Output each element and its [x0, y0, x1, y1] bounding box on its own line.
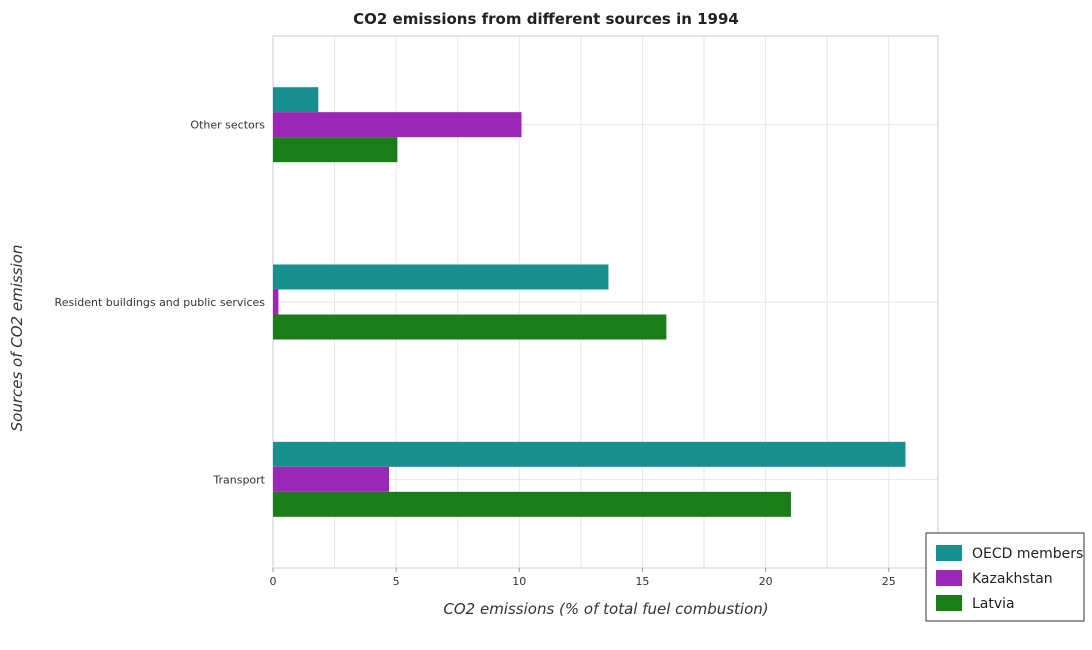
x-tick-label: 10 [512, 575, 526, 588]
x-tick-label: 5 [393, 575, 400, 588]
x-tick-label: 15 [635, 575, 649, 588]
bar-oecd-members-1 [273, 264, 609, 290]
x-axis-label: CO2 emissions (% of total fuel combustio… [443, 600, 768, 618]
bar-latvia-2 [273, 491, 791, 517]
bar-latvia-1 [273, 314, 667, 340]
y-tick-label: Transport [212, 473, 265, 486]
legend-label: Kazakhstan [972, 571, 1053, 587]
legend-swatch [936, 595, 962, 611]
legend-label: OECD members [972, 546, 1083, 562]
plot-area: Other sectors Resident buildings and publ… [55, 35, 939, 588]
bar-oecd-members-0 [273, 87, 319, 113]
y-axis-label: Sources of CO2 emission [8, 245, 26, 432]
bar-kazakhstan-0 [273, 112, 522, 138]
bar-latvia-0 [273, 137, 398, 163]
chart-title: CO2 emissions from different sources in … [353, 10, 739, 28]
bar-oecd-members-2 [273, 441, 906, 467]
legend: OECD members Kazakhstan Latvia [925, 532, 1085, 622]
legend-swatch [936, 545, 962, 561]
legend-label: Latvia [972, 596, 1015, 612]
bar-kazakhstan-1 [273, 289, 279, 315]
y-tick-label: Other sectors [190, 119, 265, 132]
x-tick-label: 0 [270, 575, 277, 588]
y-tick-label: Resident buildings and public services [55, 296, 266, 309]
x-tick-label: 20 [759, 575, 773, 588]
x-tick-label: 25 [882, 575, 896, 588]
legend-swatch [936, 570, 962, 586]
bar-kazakhstan-2 [273, 466, 390, 492]
